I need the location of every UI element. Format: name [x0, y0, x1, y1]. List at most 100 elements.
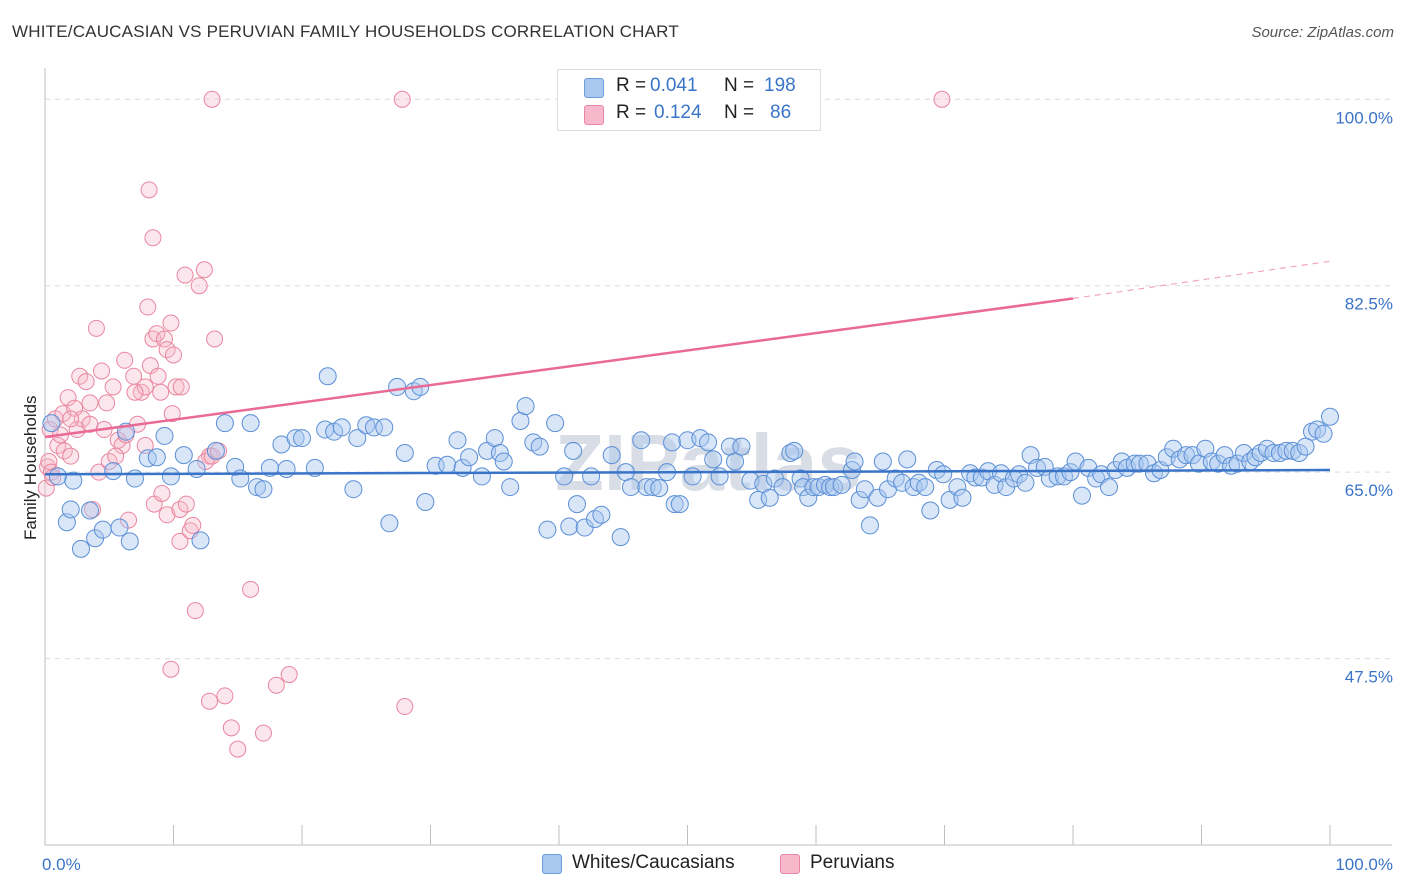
peruvian-point [254, 724, 272, 742]
chart-title: WHITE/CAUCASIAN VS PERUVIAN FAMILY HOUSE… [12, 22, 679, 41]
white-point [375, 418, 394, 437]
white-point [567, 495, 586, 514]
white-point [364, 418, 383, 437]
white-point [155, 426, 174, 445]
peruvian-point [156, 330, 174, 348]
axes [44, 68, 1392, 846]
white-point [749, 490, 768, 509]
white-point [1130, 454, 1149, 473]
white-point [560, 517, 579, 536]
peruvian-point [152, 383, 170, 401]
x-tick-labels: 0.0% 100.0% [42, 855, 1393, 874]
legend-swatch-peruvians [584, 105, 604, 125]
peruvian-point [126, 383, 144, 401]
white-point [1215, 446, 1234, 465]
peruvian-point [87, 319, 105, 337]
correlation-legend: R = 0.041 N = 198 R = 0.124 N = 86 [557, 69, 821, 131]
white-point [948, 478, 967, 497]
white-point [61, 500, 80, 519]
peruvian-point [90, 463, 108, 481]
white-point [611, 528, 630, 547]
white-point [1314, 424, 1333, 443]
white-point [855, 480, 874, 499]
legend-r-label: R = [616, 102, 647, 123]
bottom-legend-swatch-peruvians [780, 854, 800, 874]
y-tick-label: 100.0% [1335, 108, 1393, 127]
white-point [138, 449, 157, 468]
peruvian-point [158, 506, 176, 524]
white-point [332, 418, 351, 437]
legend-r-value: 0.124 [654, 102, 702, 123]
peruvian-point [113, 437, 131, 455]
watermark: ZIPatlas [555, 418, 862, 507]
white-point [516, 397, 535, 416]
white-point [564, 441, 583, 460]
white-point [80, 501, 99, 520]
peruvian-points [37, 90, 951, 758]
y-axis-label: Family Households [21, 395, 40, 540]
peruvian-point [176, 266, 194, 284]
white-point [1177, 446, 1196, 465]
white-point [953, 488, 972, 507]
white-point [42, 414, 61, 433]
white-point [832, 475, 851, 494]
white-point [732, 437, 751, 456]
white-point [490, 443, 509, 462]
peruvian-point [229, 740, 247, 758]
white-point [286, 429, 305, 448]
peruvian-point [165, 346, 182, 364]
white-point [663, 433, 682, 452]
peruvian-point [242, 580, 260, 598]
y-tick-label: 47.5% [1345, 668, 1393, 687]
white-point [538, 520, 557, 539]
peruvian-point [116, 351, 134, 369]
white-point [670, 495, 689, 514]
white-point [699, 433, 718, 452]
source-label: Source: ZipAtlas.com [1251, 24, 1394, 41]
white-point [632, 431, 651, 450]
white-point [191, 531, 210, 550]
legend-r-label: R = [616, 75, 647, 96]
peruvian-point [162, 314, 180, 332]
white-point [898, 450, 917, 469]
white-point [785, 441, 804, 460]
y-tick-labels: 47.5% 65.0% 82.5% 100.0% [1335, 108, 1393, 686]
white-point [1296, 437, 1315, 456]
white-point [348, 429, 367, 448]
white-point [1099, 478, 1118, 497]
white-point [704, 450, 723, 469]
white-point [555, 467, 574, 486]
white-point [226, 457, 245, 476]
white-point [125, 469, 144, 488]
peruvian-point [139, 298, 157, 316]
peruvian-point [933, 90, 951, 108]
white-point [1125, 454, 1144, 473]
peruvian-point [81, 394, 99, 412]
peruvian-point [171, 532, 189, 550]
white-point [821, 478, 840, 497]
white-point [726, 452, 745, 471]
white-point [665, 495, 684, 514]
peruvian-point [162, 660, 180, 678]
peruvian-point [200, 692, 218, 710]
peruvian-point [120, 511, 138, 529]
white-point [485, 429, 504, 448]
white-point [621, 478, 640, 497]
peruvian-point [144, 229, 162, 247]
white-point [448, 431, 467, 450]
peruvian-point [206, 330, 224, 348]
white-point [1321, 407, 1339, 426]
peruvian-point [62, 447, 80, 465]
peruvian-point [136, 378, 154, 396]
peruvian-point [195, 261, 213, 279]
peruvian-trend-extension [1072, 260, 1331, 300]
white-point [845, 452, 864, 471]
y-tick-label: 82.5% [1345, 295, 1393, 314]
white-point [637, 478, 656, 497]
white-point [934, 465, 953, 484]
white-point [71, 539, 90, 558]
white-point [794, 478, 813, 497]
legend-n-label: N = [724, 102, 755, 123]
legend-swatch-whites [584, 78, 604, 98]
white-point [643, 478, 662, 497]
